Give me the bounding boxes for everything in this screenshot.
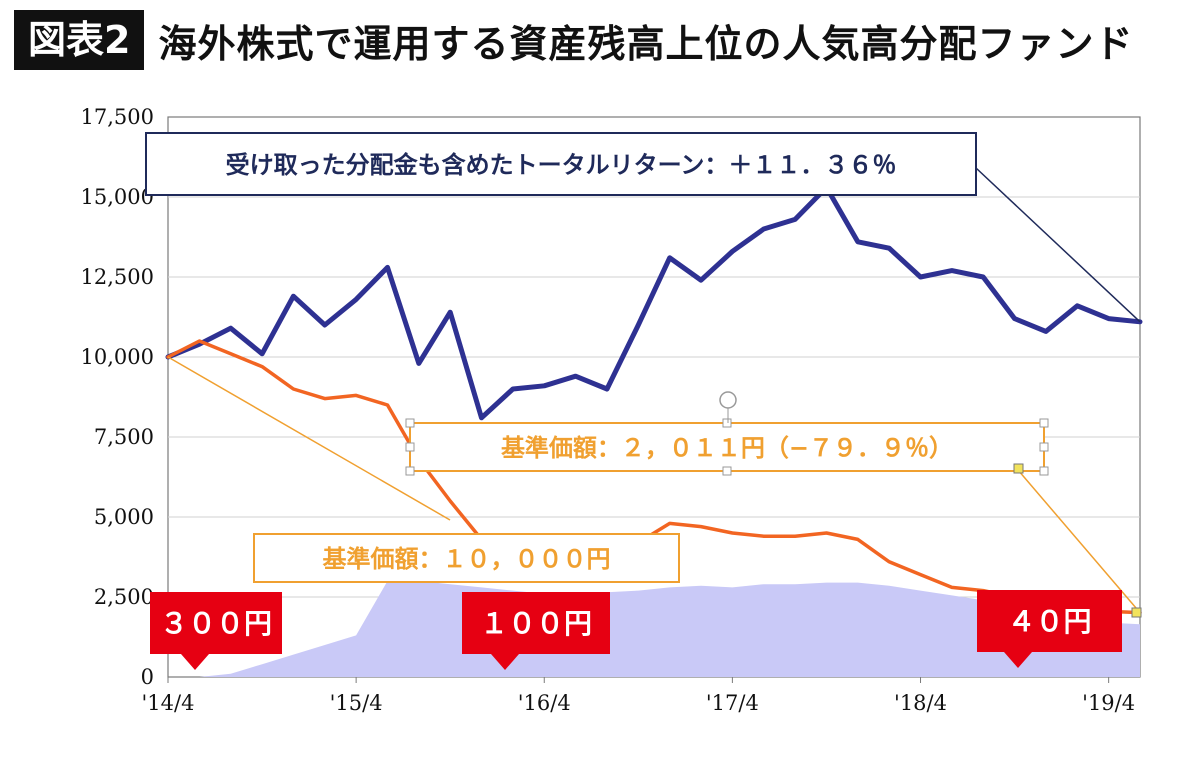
selection-handle — [405, 418, 415, 428]
selection-handle — [405, 442, 415, 452]
total-return-line — [165, 184, 1143, 421]
total-return-label: 受け取った分配金も含めたトータルリターン：＋１１．３６％ — [226, 151, 897, 179]
nav-end-leader — [1017, 469, 1141, 614]
nav-end-box — [409, 422, 1045, 472]
x-tick-label: '15/4 — [330, 691, 383, 715]
y-tick-label: 15,000 — [81, 185, 154, 209]
y-tick-label: 2,500 — [94, 585, 154, 609]
nav-start-leader — [167, 356, 451, 521]
callout-pointer — [1004, 652, 1032, 668]
distribution-callout-label: ４０円 — [1007, 605, 1091, 638]
selection-handle — [1013, 463, 1024, 474]
nav-end-label: 基準価額：２，０１１円（−７９．９％） — [501, 434, 953, 462]
y-tick-label: 0 — [141, 665, 154, 689]
x-tick-label: '19/4 — [1082, 691, 1135, 715]
selection-handle — [1131, 607, 1142, 618]
distribution-area — [168, 581, 1140, 677]
distribution-callout — [462, 592, 610, 654]
x-tick-label: '18/4 — [894, 691, 947, 715]
x-tick-label: '14/4 — [142, 691, 195, 715]
selection-handle — [722, 466, 732, 476]
selection-handle — [1039, 466, 1049, 476]
y-tick-label: 10,000 — [81, 345, 154, 369]
selection-handle — [722, 418, 732, 428]
total-return-leader — [975, 167, 1141, 323]
distribution-callout-label: ３００円 — [160, 607, 272, 640]
total-return-box — [145, 132, 977, 196]
y-tick-label: 17,500 — [81, 105, 154, 129]
y-tick-label: 7,500 — [94, 425, 154, 449]
distribution-callout — [977, 590, 1122, 652]
selection-handle — [405, 466, 415, 476]
selection-handle — [1039, 442, 1049, 452]
selection-handle — [1039, 418, 1049, 428]
x-tick-label: '17/4 — [706, 691, 759, 715]
x-tick-label: '16/4 — [518, 691, 571, 715]
figure-label: 図表2 — [14, 10, 145, 70]
callout-pointer — [181, 654, 209, 670]
y-tick-label: 5,000 — [94, 505, 154, 529]
distribution-callout-label: １００円 — [480, 607, 592, 640]
figure-title: 海外株式で運用する資産残高上位の人気高分配ファンド — [158, 21, 1134, 66]
distribution-callout — [150, 592, 282, 654]
figure-header: 図表2 海外株式で運用する資産残高上位の人気高分配ファンド — [14, 8, 1133, 72]
nav-start-box — [253, 533, 680, 583]
nav-start-label: 基準価額：１０，０００円 — [323, 545, 611, 573]
y-tick-label: 12,500 — [81, 265, 154, 289]
callout-pointer — [491, 654, 519, 670]
